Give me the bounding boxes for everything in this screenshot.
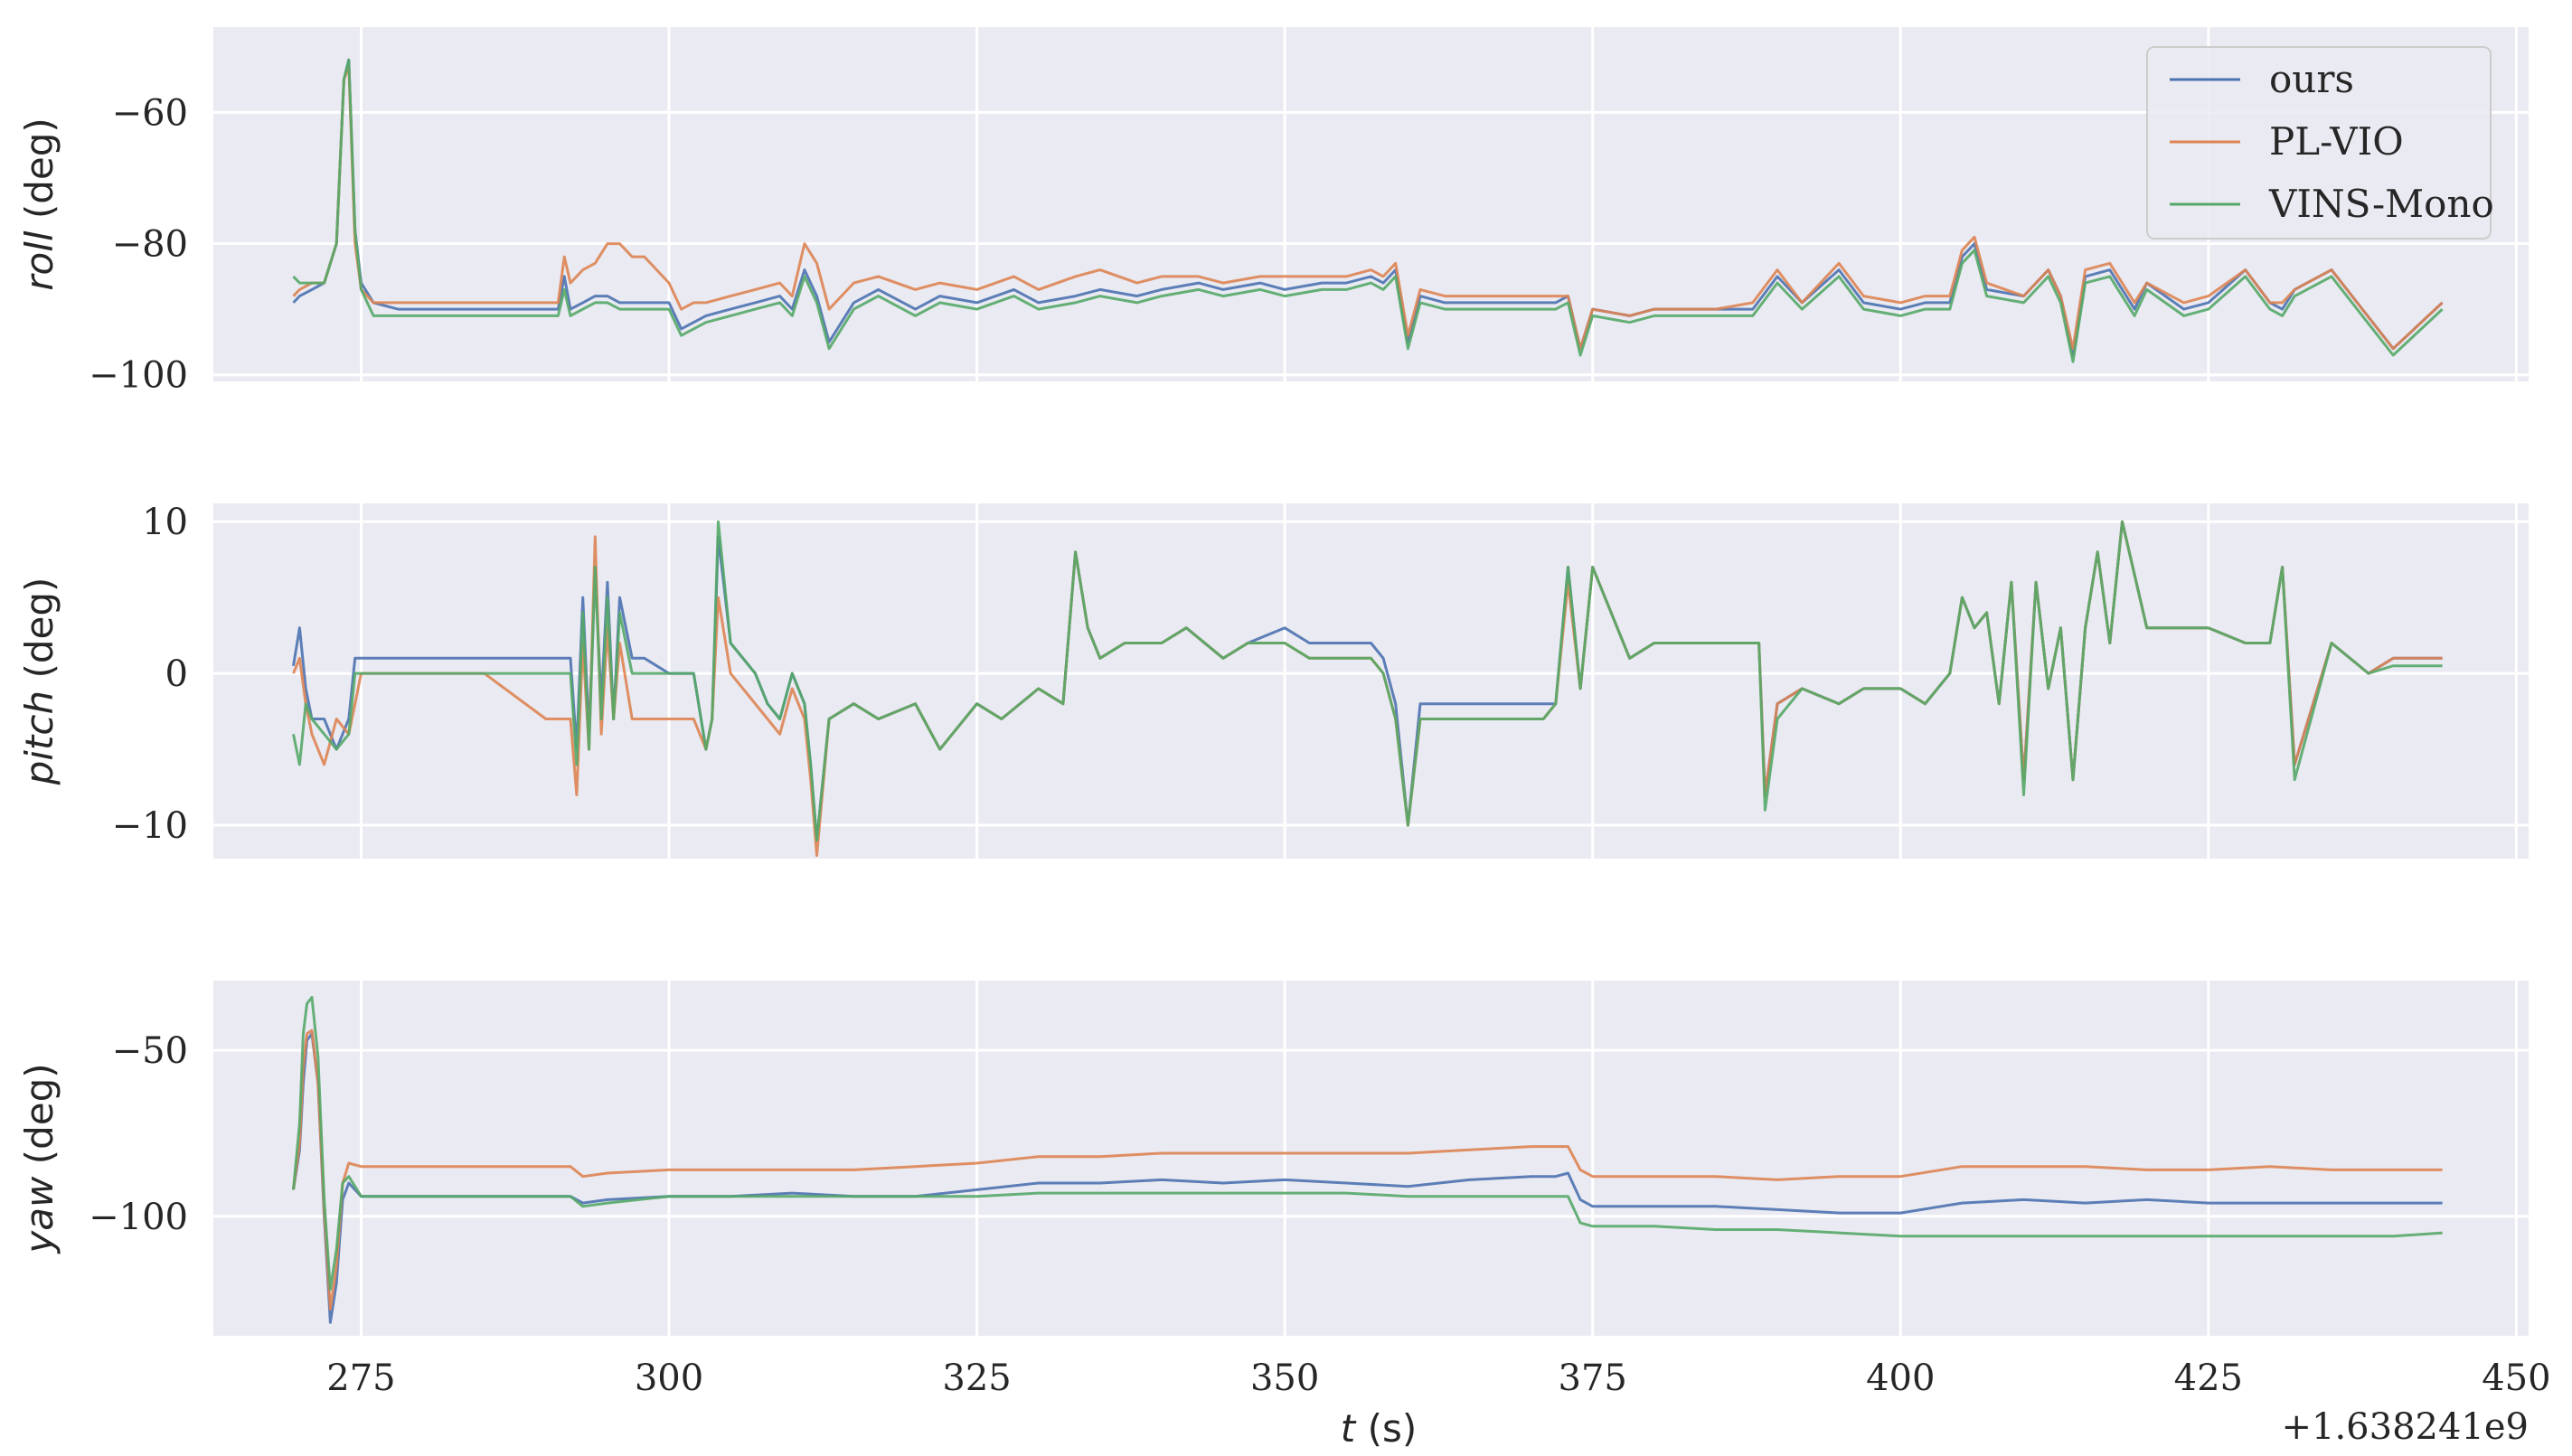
x-axis-label: t (s) (1341, 1406, 1417, 1451)
legend-label-ours: ours (2269, 57, 2354, 101)
y-tick-label-yaw-1: −100 (89, 1197, 188, 1238)
x-tick-label-325: 325 (942, 1357, 1011, 1399)
y-axis-label-roll: roll (deg) (17, 117, 61, 291)
x-tick-label-275: 275 (326, 1357, 395, 1399)
series-line-pitch-vins-mono (292, 520, 2443, 842)
x-tick-label-300: 300 (635, 1357, 703, 1399)
y-axis-label-pitch: pitch (deg) (17, 578, 61, 786)
panels-layer: −60 −80 −100 roll (deg) 10 0 −10 pitch (deg) 275… (17, 27, 2551, 1399)
legend-box (2146, 46, 2492, 240)
legend: ours PL-VIO VINS-Mono (2146, 46, 2494, 240)
y-tick-label-pitch-1: 0 (165, 653, 188, 695)
y-axis-label-yaw: yaw (deg) (17, 1063, 61, 1254)
series-line-roll-vins-mono (292, 58, 2444, 363)
x-tick-label-400: 400 (1866, 1357, 1935, 1399)
series-group-yaw (292, 995, 2443, 1324)
x-offset-label: +1.638241e9 (2282, 1406, 2530, 1448)
panel-background-roll (213, 27, 2529, 381)
legend-label-vins-mono: VINS-Mono (2268, 182, 2494, 226)
y-tick-label-yaw-0: −50 (112, 1030, 188, 1072)
panel-roll: −60 −80 −100 roll (deg) (17, 27, 2529, 397)
y-tick-label-roll-0: −60 (112, 92, 188, 134)
series-group-roll (292, 58, 2444, 363)
y-tick-label-pitch-0: 10 (142, 502, 188, 543)
legend-entry-pl-vio: PL-VIO (2170, 119, 2404, 164)
x-tick-label-350: 350 (1250, 1357, 1319, 1399)
y-tick-label-roll-2: −100 (89, 355, 188, 397)
legend-entry-vins-mono: VINS-Mono (2170, 182, 2494, 226)
panel-yaw: 275 300 325 350 375 400 425 450 −50 −100 yaw (deg) (17, 981, 2551, 1399)
panel-pitch: 10 0 −10 pitch (deg) (17, 502, 2529, 859)
y-tick-label-roll-1: −80 (112, 224, 188, 266)
series-line-roll-pl-vio (292, 65, 2444, 351)
panel-background-pitch (213, 503, 2529, 859)
x-tick-label-425: 425 (2174, 1357, 2243, 1399)
legend-entry-ours: ours (2170, 57, 2354, 101)
x-tick-label-375: 375 (1559, 1357, 1627, 1399)
legend-label-pl-vio: PL-VIO (2269, 119, 2404, 164)
series-group-pitch (292, 520, 2443, 858)
panel-background-yaw (213, 981, 2529, 1336)
y-tick-label-pitch-2: −10 (112, 805, 188, 847)
x-tick-label-450: 450 (2482, 1357, 2550, 1399)
series-line-yaw-vins-mono (292, 995, 2443, 1292)
